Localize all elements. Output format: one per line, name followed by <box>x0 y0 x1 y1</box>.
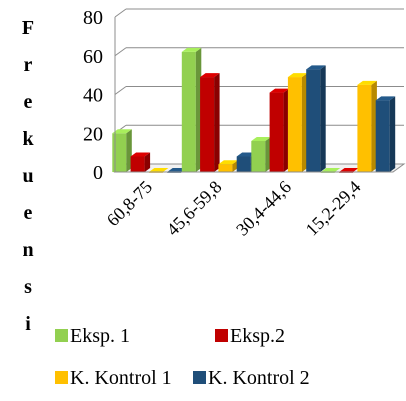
bars <box>112 47 396 173</box>
x-tick-label: 30,4-44,6 <box>232 177 295 240</box>
legend-swatch <box>55 329 68 342</box>
y-axis-label-letter: s <box>24 276 32 298</box>
y-axis-label-letter: F <box>22 17 34 39</box>
legend-item: Eksp.2 <box>215 325 285 347</box>
bar-side <box>232 160 238 172</box>
bar-side <box>301 73 308 172</box>
bar <box>287 73 308 172</box>
bar-front <box>251 141 266 172</box>
y-tick-label: 20 <box>83 123 103 145</box>
bar-side <box>389 96 396 172</box>
bar-top <box>320 168 341 172</box>
bar-side <box>265 137 271 172</box>
bar-top <box>269 88 290 93</box>
legend-label: Eksp.2 <box>230 325 285 347</box>
bar <box>130 152 151 172</box>
bar <box>269 88 290 172</box>
gridline-side <box>114 47 127 57</box>
y-axis-label-letter: i <box>25 313 31 335</box>
bar-front <box>181 51 196 172</box>
bar-side <box>126 129 132 172</box>
bar-side <box>371 80 377 172</box>
bar-front <box>112 133 127 172</box>
bar-top <box>218 160 238 165</box>
bar-top <box>306 65 326 70</box>
bar-front <box>236 156 251 172</box>
bar-front <box>306 69 321 172</box>
bar-top <box>339 168 359 172</box>
bar-front <box>375 100 390 172</box>
legend-label: K. Kontrol 2 <box>208 367 310 389</box>
y-axis-label-letter: k <box>22 128 34 150</box>
y-tick-labels: 0 20 40 60 80 <box>83 7 103 184</box>
x-tick-label: 15,2-29,4 <box>302 177 365 240</box>
bar <box>200 73 220 172</box>
bar-front <box>287 77 302 172</box>
legend-label: Eksp. 1 <box>70 325 130 347</box>
y-axis-label-letter: n <box>22 239 33 261</box>
bar-side <box>195 47 202 172</box>
y-tick-label: 0 <box>93 162 103 184</box>
x-tick-label: 45,6-59,8 <box>163 177 226 240</box>
bar-top <box>251 137 271 141</box>
bar-side <box>320 65 326 172</box>
bar-side <box>144 152 151 172</box>
category-labels: 60,8-75 45,6-59,8 30,4-44,6 15,2-29,4 <box>103 177 365 240</box>
bar-top <box>287 73 308 78</box>
bar <box>181 47 202 172</box>
axes <box>114 17 393 173</box>
x-tick-label: 60,8-75 <box>103 177 156 230</box>
legend-swatch <box>215 329 228 342</box>
bar-top <box>130 152 151 157</box>
gridlines <box>114 8 404 173</box>
y-axis-label-letter: u <box>22 165 33 187</box>
bar <box>218 160 238 172</box>
y-tick-label: 40 <box>83 85 103 107</box>
bar-top <box>357 80 377 85</box>
bar-side <box>283 88 290 172</box>
bar-front <box>269 92 284 172</box>
legend-item: K. Kontrol 1 <box>55 367 172 389</box>
bar-top <box>148 168 169 172</box>
bar-front <box>357 84 372 172</box>
y-axis-label-letter: e <box>24 202 33 224</box>
bar-top <box>375 96 396 101</box>
bar-side <box>214 73 220 172</box>
legend-label: K. Kontrol 1 <box>70 367 172 389</box>
bar <box>357 80 377 172</box>
y-tick-label: 60 <box>83 46 103 68</box>
gridline-side <box>114 86 127 95</box>
bar <box>375 96 396 172</box>
y-axis-label-letter: r <box>24 54 33 76</box>
bar-top <box>181 47 202 52</box>
bar-front <box>200 77 215 172</box>
y-axis-label-letter: e <box>24 91 33 113</box>
legend-swatch <box>55 371 68 384</box>
bar-front <box>130 156 145 172</box>
legend-item: K. Kontrol 2 <box>193 367 310 389</box>
bar-top <box>200 73 220 78</box>
legend-swatch <box>193 371 206 384</box>
bar <box>251 137 271 172</box>
bar-front <box>218 164 233 172</box>
legend: Eksp. 1 Eksp.2 K. Kontrol 1 K. Kontrol 2 <box>55 325 310 389</box>
bar-top <box>112 129 132 134</box>
y-tick-label: 80 <box>83 7 103 29</box>
bar <box>306 65 326 172</box>
gridline-side <box>114 8 127 18</box>
bar <box>112 129 132 172</box>
legend-item: Eksp. 1 <box>55 325 130 347</box>
